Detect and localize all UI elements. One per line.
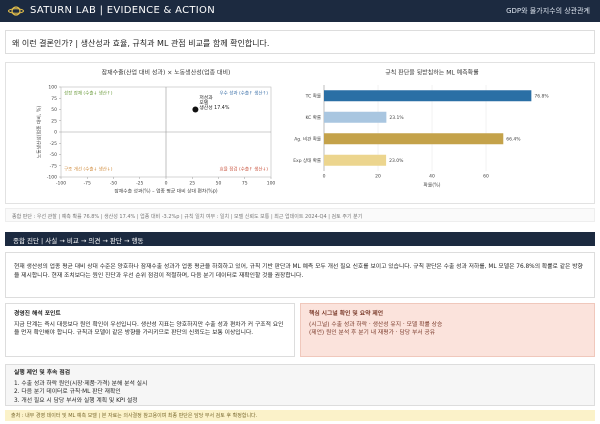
point-label: 모델 bbox=[199, 99, 208, 106]
x-tick-label: -25 bbox=[136, 181, 143, 187]
point-label: 저성과 bbox=[199, 94, 213, 101]
box-text: 지금 단계는 즉시 대응보다 원인 확인이 우선입니다. 생산성 지표는 양호하… bbox=[14, 321, 284, 337]
x-tick-label: 60 bbox=[483, 174, 489, 180]
x-tick-label: -50 bbox=[110, 181, 117, 187]
x-tick-label: -75 bbox=[84, 181, 91, 187]
y-tick-label: 50 bbox=[51, 107, 57, 113]
bar bbox=[324, 111, 387, 123]
quadrant-label: 성장 잠재 (수출↓ 생산↑) bbox=[64, 90, 113, 97]
bar bbox=[324, 154, 387, 166]
quadrant-label: 효율 점검 (수출↑ 생산↓) bbox=[220, 166, 269, 173]
chart-title: 규칙 판단을 뒷받침하는 ML 예측확률 bbox=[385, 69, 479, 77]
y-tick-label: 0 bbox=[54, 130, 57, 136]
bar bbox=[324, 90, 532, 102]
signal-box: 핵심 시그널 확인 및 요약 제언 (시그널) 수출 성과 하락 · 생산성 유… bbox=[300, 303, 595, 357]
x-tick-label: 100 bbox=[267, 181, 276, 187]
value-label: 23.0% bbox=[389, 158, 404, 164]
x-tick-label: 25 bbox=[189, 181, 195, 187]
action-item: 1. 수출 성과 하락 원인(시장·제품·가격) 분해 분석 실시 bbox=[14, 380, 148, 387]
x-tick-label: 75 bbox=[242, 181, 248, 187]
value-label: 76.8% bbox=[534, 93, 549, 99]
footer: 출처 : 내부 경영 데이터 및 ML 예측 모델 | 본 자료는 의사결정 참… bbox=[5, 410, 595, 421]
x-axis-label: 잠재수출 성과(%) – 업종 평균 대비 상대 편차(%p) bbox=[114, 188, 217, 195]
point-label: 생산성 17.4% bbox=[199, 104, 229, 111]
y-tick-label: -25 bbox=[50, 141, 57, 147]
y-tick-label: 25 bbox=[51, 118, 57, 124]
action-item: 3. 개선 필요 시 담당 부서와 실행 계획 및 KPI 설정 bbox=[14, 398, 138, 405]
value-label: 23.1% bbox=[389, 115, 404, 121]
y-tick-label: -100 bbox=[47, 175, 57, 181]
header-title: SATURN LAB | EVIDENCE & ACTION bbox=[30, 5, 215, 16]
logo bbox=[8, 6, 24, 16]
box-title: 실행 제언 및 후속 점검 bbox=[14, 370, 71, 376]
section-bar: 종합 진단 | 사실 → 비교 → 의견 → 판단 → 행동 bbox=[5, 232, 595, 246]
header: SATURN LAB | EVIDENCE & ACTION GDP와 물가지수… bbox=[0, 0, 600, 22]
metrics-strip: 종합 판단 : 우선 관찰 | 예측 확률 76.8% | 생산성 17.4% … bbox=[5, 208, 595, 222]
y-tick-label: KC 확률 bbox=[305, 114, 321, 121]
quadrant-label: 우수 성과 (수출↑ 생산↑) bbox=[220, 90, 269, 97]
header-right: GDP와 물가지수의 상관관계 bbox=[506, 7, 590, 15]
y-axis-label: 노동생산성(업종 대비, %) bbox=[36, 106, 43, 159]
x-axis-label: 확률(%) bbox=[423, 182, 440, 189]
quadrant-label: 구조 개선 (수출↓ 생산↓) bbox=[64, 166, 113, 173]
x-tick-label: 40 bbox=[429, 174, 435, 180]
chart-title: 잠재수출(산업 대비 성과) × 노동생산성(업종 대비) bbox=[102, 69, 231, 77]
y-tick-label: -50 bbox=[50, 152, 57, 158]
y-tick-label: TC 확률 bbox=[305, 92, 321, 99]
action-item: 2. 다음 분기 데이터로 규칙·ML 판단 재확인 bbox=[14, 389, 121, 396]
point bbox=[192, 106, 199, 113]
chart-panel: 잠재수출(산업 대비 성과) × 노동생산성(업종 대비) -100 -75 -50 -… bbox=[5, 62, 595, 204]
x-tick-label: -100 bbox=[56, 181, 66, 187]
y-tick-label: 75 bbox=[51, 96, 57, 102]
x-tick-label: 20 bbox=[375, 174, 381, 180]
x-tick-label: 0 bbox=[165, 181, 168, 187]
charts: 잠재수출(산업 대비 성과) × 노동생산성(업종 대비) -100 -75 -50 -… bbox=[36, 69, 550, 195]
bar bbox=[324, 133, 504, 145]
y-tick-label: 100 bbox=[48, 85, 57, 91]
x-tick-label: 50 bbox=[216, 181, 222, 187]
y-tick-label: Ag. 비관 확률 bbox=[294, 135, 321, 142]
actions-box: 실행 제언 및 후속 점검 1. 수출 성과 하락 원인(시장·제품·가격) 분… bbox=[5, 364, 595, 406]
value-label: 66.4% bbox=[506, 136, 521, 142]
y-tick-label: -75 bbox=[50, 163, 57, 169]
x-tick-label: 0 bbox=[323, 174, 326, 180]
box-title: 핵심 시그널 확인 및 요약 제언 bbox=[309, 311, 384, 317]
summary: 현재 생산성의 업종 평균 대비 상대 수준은 양호하나 잠재수출 성과가 업종… bbox=[5, 252, 595, 298]
y-tick-label: Exp 상태 확률 bbox=[293, 157, 321, 164]
box-title: 경영진 해석 포인트 bbox=[14, 311, 61, 317]
box-text: (시그널) 수출 성과 하락 · 생산성 유지 · 모델 확률 상승 (제언) … bbox=[309, 321, 443, 337]
interpretation-box: 경영진 해석 포인트 지금 단계는 즉시 대응보다 원인 확인이 우선입니다. … bbox=[5, 303, 295, 357]
subtitle: 왜 이런 결론인가? | 생산성과 효율, 규칙과 ML 관점 비교를 함께 확… bbox=[5, 30, 595, 54]
